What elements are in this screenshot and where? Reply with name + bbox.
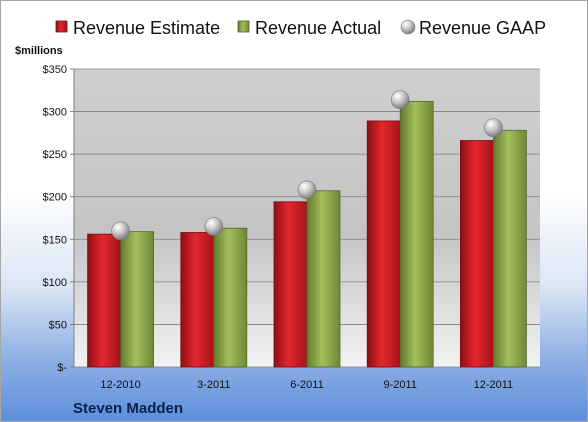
legend: Revenue Estimate Revenue Actual Revenue GA… [55, 18, 546, 38]
bar-revenue-estimate-6-2011 [273, 201, 308, 368]
marker-revenue-gaap-3-2011 [204, 217, 224, 236]
y-tick-label: $150 [43, 234, 67, 246]
legend-label-revenue-actual: Revenue Actual [255, 18, 381, 38]
y-tick-label: $300 [43, 107, 67, 119]
legend-swatch-revenue-actual [237, 20, 250, 33]
marker-revenue-gaap-9-2011 [390, 90, 410, 109]
y-tick-label: $250 [43, 149, 67, 161]
x-tick-label: 3-2011 [197, 379, 230, 391]
bar-revenue-actual-9-2011 [399, 100, 434, 368]
company-name: Steven Madden [73, 400, 183, 417]
legend-label-revenue-estimate: Revenue Estimate [73, 18, 220, 38]
bar-revenue-actual-6-2011 [306, 190, 341, 368]
bar-revenue-estimate-3-2011 [180, 232, 215, 368]
bar-revenue-estimate-12-2011 [459, 140, 494, 368]
legend-swatch-revenue-gaap [400, 19, 416, 35]
bar-revenue-actual-12-2011 [492, 129, 527, 368]
legend-label-revenue-gaap: Revenue GAAP [419, 18, 546, 38]
x-tick-label: 12-2011 [474, 379, 514, 391]
legend-swatch-revenue-estimate [55, 20, 68, 33]
x-tick-label: 12-2010 [100, 379, 140, 391]
marker-revenue-gaap-12-2010 [111, 221, 130, 241]
bar-revenue-actual-12-2010 [120, 231, 154, 368]
x-tick-label: 9-2011 [383, 379, 416, 391]
marker-revenue-gaap-6-2011 [297, 180, 317, 200]
plot-area: $- $50 $100 $150 $200 $250 $300 $350 12-2010 3-20… [43, 64, 540, 391]
y-tick-label: $50 [49, 319, 67, 331]
bar-revenue-estimate-9-2011 [366, 120, 401, 368]
marker-revenue-gaap-12-2011 [484, 118, 503, 138]
y-tick-label: $100 [43, 277, 67, 289]
y-tick-label: $- [57, 362, 67, 374]
x-tick-label: 6-2011 [290, 379, 323, 391]
bar-revenue-estimate-12-2010 [87, 233, 121, 368]
y-tick-label: $350 [43, 64, 67, 76]
y-axis-unit-label: $millions [15, 45, 63, 57]
y-tick-label: $200 [43, 192, 67, 204]
bar-revenue-actual-3-2011 [213, 227, 248, 368]
